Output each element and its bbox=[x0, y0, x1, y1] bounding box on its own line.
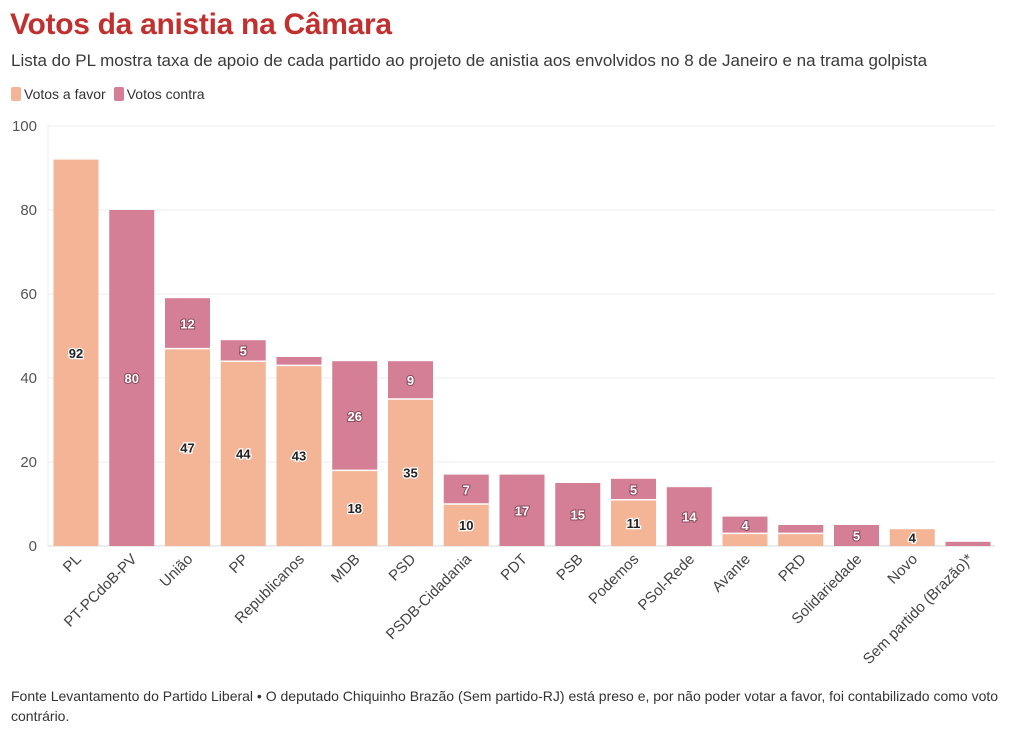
bar-contra bbox=[666, 487, 712, 546]
legend-label-contra: Votos contra bbox=[126, 86, 205, 102]
data-label-contra: 17 bbox=[515, 503, 529, 518]
bar-contra bbox=[332, 361, 378, 471]
data-label-contra: 5 bbox=[853, 529, 860, 544]
y-tick-label: 100 bbox=[12, 118, 37, 135]
bar-favor bbox=[889, 529, 935, 546]
bar-favor bbox=[220, 361, 266, 546]
bar-favor bbox=[165, 348, 210, 546]
bar-favor bbox=[53, 159, 99, 546]
bar-contra bbox=[555, 483, 601, 546]
legend-swatch-favor bbox=[11, 87, 21, 101]
bar-favor bbox=[443, 504, 489, 546]
x-tick-label: Podemos bbox=[585, 551, 642, 608]
bar-favor bbox=[332, 470, 378, 546]
x-tick-label: Novo bbox=[884, 551, 921, 588]
y-tick-label: 0 bbox=[29, 538, 37, 555]
bar-contra bbox=[611, 478, 656, 500]
y-tick-label: 80 bbox=[20, 202, 37, 219]
bar-contra bbox=[834, 525, 879, 546]
bar-contra bbox=[778, 525, 824, 534]
bar-favor bbox=[778, 533, 824, 546]
bar-contra bbox=[220, 340, 266, 362]
x-tick-label: PRD bbox=[775, 551, 810, 586]
data-label-favor: 47 bbox=[180, 440, 194, 455]
bar-contra bbox=[499, 474, 545, 546]
data-label-contra: 14 bbox=[682, 510, 697, 525]
y-tick-label: 40 bbox=[20, 370, 37, 387]
y-tick-label: 60 bbox=[20, 286, 37, 303]
legend-item-contra: Votos contra bbox=[113, 86, 205, 102]
data-label-favor: 11 bbox=[627, 516, 641, 531]
data-label-favor: 4 bbox=[909, 531, 917, 546]
x-tick-label: Sem partido (Brazão)* bbox=[860, 551, 977, 668]
bar-contra bbox=[388, 361, 433, 399]
data-label-contra: 9 bbox=[407, 373, 414, 388]
legend-label-favor: Votos a favor bbox=[24, 86, 106, 102]
bar-contra bbox=[165, 298, 210, 349]
data-label-contra: 80 bbox=[125, 371, 139, 386]
data-label-favor: 44 bbox=[236, 447, 251, 462]
bar-favor bbox=[276, 365, 322, 546]
x-tick-label: União bbox=[157, 551, 197, 591]
x-tick-label: PSB bbox=[553, 551, 586, 584]
bar-contra bbox=[109, 210, 155, 546]
data-label-favor: 92 bbox=[69, 346, 83, 361]
data-label-contra: 12 bbox=[180, 316, 194, 331]
legend-item-favor: Votos a favor bbox=[11, 86, 106, 102]
x-tick-label: PSD bbox=[385, 551, 419, 585]
legend: Votos a favor Votos contra bbox=[11, 86, 205, 102]
bar-favor bbox=[611, 499, 656, 546]
data-label-contra: 5 bbox=[240, 344, 247, 359]
bar-favor bbox=[388, 399, 433, 546]
bar-chart: 02040608010092PL80PT-PCdoB-PV4712União44… bbox=[12, 118, 995, 668]
data-label-favor: 10 bbox=[459, 518, 473, 533]
footer-note: Fonte Levantamento do Partido Liberal • … bbox=[11, 688, 999, 724]
y-tick-label: 20 bbox=[20, 454, 37, 471]
x-tick-label: PDT bbox=[498, 551, 531, 584]
x-tick-label: PSol-Rede bbox=[635, 551, 698, 614]
data-label-contra: 15 bbox=[571, 508, 585, 523]
legend-swatch-contra bbox=[113, 87, 124, 101]
bar-favor bbox=[722, 533, 768, 546]
data-label-favor: 35 bbox=[403, 466, 417, 481]
data-label-contra: 5 bbox=[630, 482, 637, 497]
bar-contra bbox=[722, 516, 768, 534]
data-label-contra: 26 bbox=[348, 409, 362, 424]
x-tick-label: Avante bbox=[709, 551, 754, 596]
bar-contra bbox=[276, 357, 322, 366]
chart-subtitle: Lista do PL mostra taxa de apoio de cada… bbox=[11, 51, 928, 70]
bar-contra bbox=[443, 474, 489, 504]
x-tick-label: MDB bbox=[328, 551, 364, 587]
x-tick-label: PP bbox=[226, 551, 252, 577]
x-tick-label: PL bbox=[60, 551, 85, 576]
bar-contra bbox=[945, 541, 991, 546]
chart-title: Votos da anistia na Câmara bbox=[10, 8, 392, 41]
data-label-favor: 18 bbox=[348, 501, 362, 516]
data-label-contra: 4 bbox=[741, 518, 749, 533]
data-label-contra: 7 bbox=[463, 482, 470, 497]
data-label-favor: 43 bbox=[292, 449, 306, 464]
